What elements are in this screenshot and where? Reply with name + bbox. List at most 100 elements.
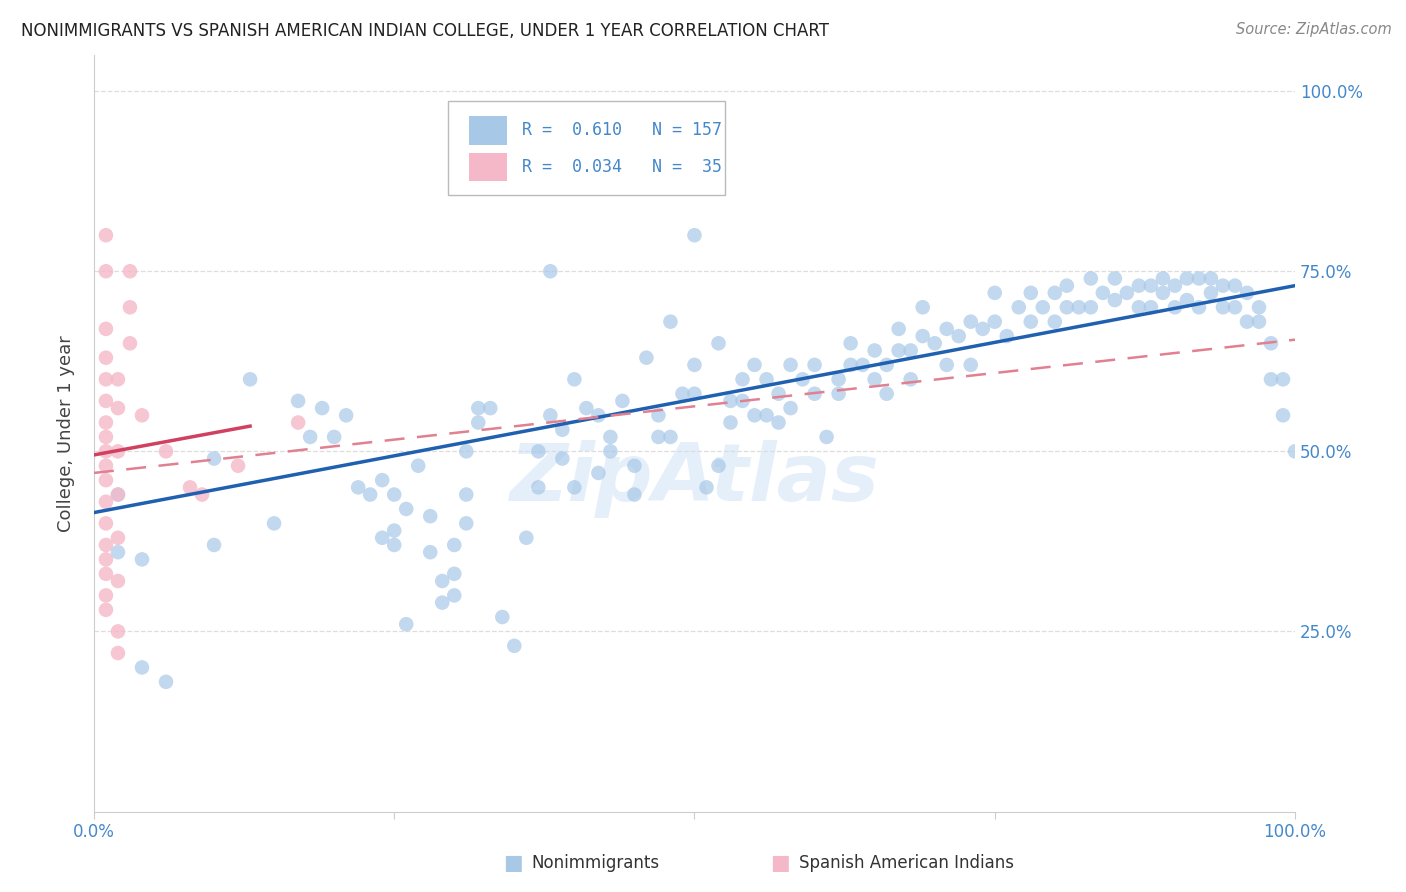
Point [503,639,526,653]
Point [1140,278,1163,293]
Point [94,372,117,386]
Point [1223,278,1246,293]
Point [1115,285,1137,300]
Point [1164,278,1187,293]
Point [94,458,117,473]
Point [1056,300,1078,314]
Text: Source: ZipAtlas.com: Source: ZipAtlas.com [1236,22,1392,37]
Point [107,372,129,386]
Point [647,430,669,444]
Point [1188,271,1211,285]
Point [623,458,645,473]
Point [1188,300,1211,314]
Point [1212,278,1234,293]
Point [1164,300,1187,314]
Point [1199,285,1222,300]
Point [839,336,862,351]
Point [456,516,478,531]
Point [803,358,825,372]
Point [887,343,910,358]
Point [612,393,634,408]
Text: NONIMMIGRANTS VS SPANISH AMERICAN INDIAN COLLEGE, UNDER 1 YEAR CORRELATION CHART: NONIMMIGRANTS VS SPANISH AMERICAN INDIAN… [21,22,830,40]
Point [1104,271,1126,285]
Text: R =  0.610   N = 157: R = 0.610 N = 157 [522,121,721,139]
Point [1272,372,1295,386]
Point [768,386,790,401]
Point [815,430,838,444]
Point [491,610,513,624]
Point [107,487,129,501]
Point [1260,372,1282,386]
Point [827,386,849,401]
Point [432,596,454,610]
Point [1128,278,1150,293]
Point [731,372,754,386]
Point [1019,315,1042,329]
Point [94,603,117,617]
Point [118,264,141,278]
Point [731,393,754,408]
Point [1080,271,1102,285]
Point [575,401,598,416]
Point [155,444,177,458]
Point [863,372,886,386]
Point [94,416,117,430]
Point [1043,285,1066,300]
Point [959,315,981,329]
Point [371,473,394,487]
Point [984,315,1007,329]
Point [118,336,141,351]
Point [382,538,405,552]
Point [1260,336,1282,351]
FancyBboxPatch shape [449,101,724,195]
Point [911,329,934,343]
Point [335,409,357,423]
Point [406,458,429,473]
Point [94,495,117,509]
Point [107,646,129,660]
Point [887,322,910,336]
Point [551,423,574,437]
Point [515,531,537,545]
Point [768,416,790,430]
Point [94,516,117,531]
Point [707,458,730,473]
Point [744,409,766,423]
Point [1272,409,1295,423]
Point [94,264,117,278]
Point [287,416,309,430]
Point [1032,300,1054,314]
Point [299,430,322,444]
Point [527,480,550,494]
Point [779,401,801,416]
Point [900,372,922,386]
Point [564,480,586,494]
Point [876,386,898,401]
Point [1236,285,1258,300]
Point [924,336,946,351]
Point [683,358,706,372]
Point [984,285,1007,300]
Point [107,444,129,458]
Point [599,430,621,444]
Point [755,372,778,386]
Point [744,358,766,372]
Point [623,487,645,501]
Point [935,358,957,372]
Text: Spanish American Indians: Spanish American Indians [799,855,1014,872]
Point [538,409,561,423]
Point [94,444,117,458]
Point [792,372,814,386]
Point [107,624,129,639]
Point [588,409,610,423]
Point [876,358,898,372]
Point [382,487,405,501]
Point [647,409,669,423]
Point [107,545,129,559]
Point [1247,300,1270,314]
Point [636,351,658,365]
Point [443,538,465,552]
Point [839,358,862,372]
Point [911,300,934,314]
Point [371,531,394,545]
